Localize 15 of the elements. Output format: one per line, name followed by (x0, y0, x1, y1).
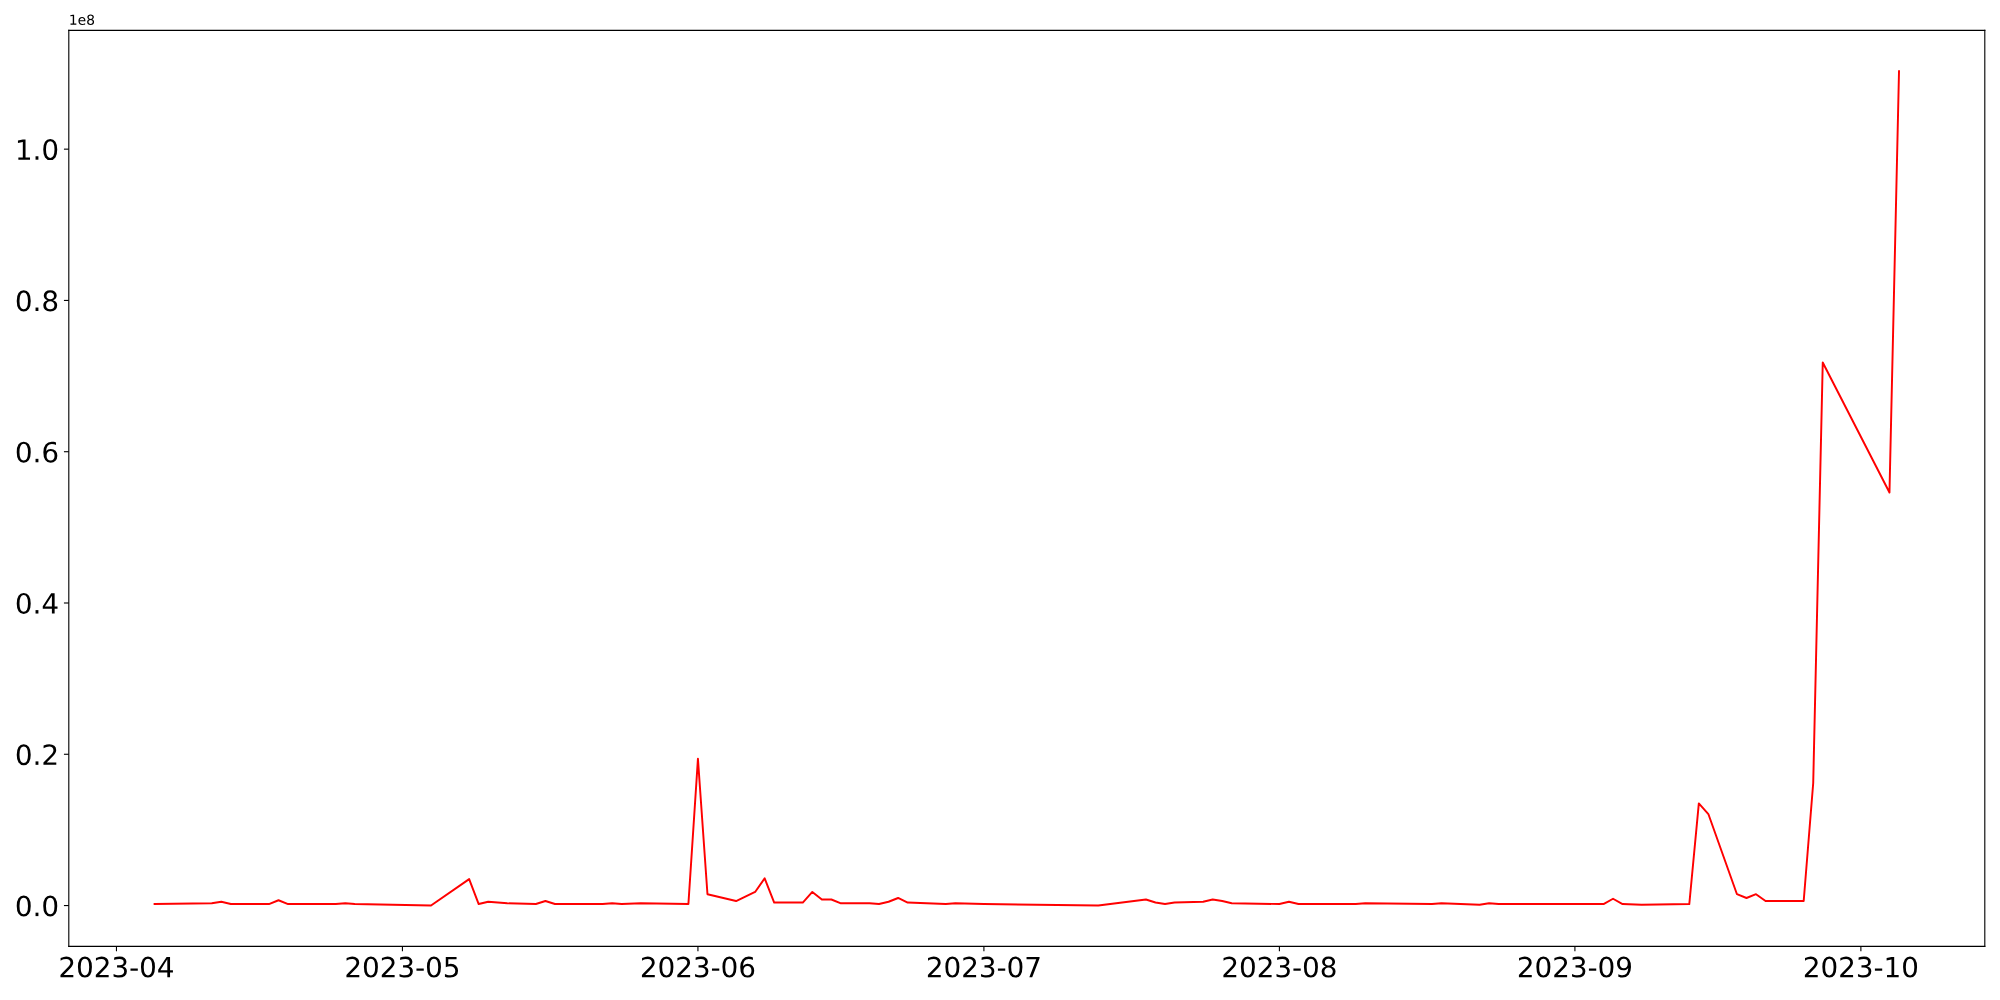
x-tick-label: 2023-09 (1518, 956, 1631, 978)
line-series (153, 70, 1900, 907)
x-tick-label: 2023-06 (641, 956, 755, 978)
x-tick-label: 2023-10 (1804, 956, 1918, 978)
y-tick-label: 0.8 (16, 290, 58, 312)
x-tick-label: 2023-04 (60, 956, 173, 978)
y-tick-label: 0.0 (16, 895, 58, 917)
y-tick-label: 0.4 (16, 592, 58, 614)
y-tick-label: 1.0 (17, 139, 58, 161)
x-tick-label: 2023-08 (1223, 956, 1336, 978)
text: 1e8 (70, 14, 95, 25)
x-tick-label: 2023-07 (927, 956, 1040, 978)
x-tick-label: 2023-05 (346, 956, 459, 978)
y-tick-label: 0.6 (16, 441, 58, 463)
y-tick-label: 0.2 (16, 744, 57, 766)
